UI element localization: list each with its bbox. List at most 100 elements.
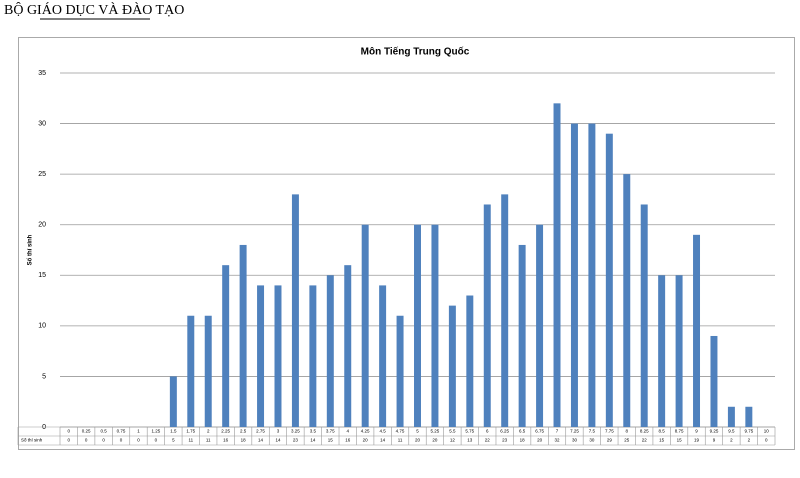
bar: [483, 204, 491, 427]
table-value: 23: [293, 438, 299, 443]
x-tick-label: 1.75: [186, 429, 195, 434]
table-value: 5: [172, 438, 175, 443]
bar: [693, 234, 701, 427]
x-tick-label: 0: [67, 429, 70, 434]
table-value: 2: [730, 438, 733, 443]
x-tick-label: 4.5: [379, 429, 386, 434]
x-tick-label: 9: [695, 429, 698, 434]
x-tick-label: 3: [277, 429, 280, 434]
bar: [344, 265, 352, 427]
table-value: 22: [642, 438, 648, 443]
table-value: 20: [537, 438, 543, 443]
x-tick-label: 5.25: [431, 429, 440, 434]
bar: [518, 244, 526, 427]
table-value: 18: [241, 438, 247, 443]
table-value: 13: [467, 438, 473, 443]
table-value: 9: [713, 438, 716, 443]
bar: [466, 295, 474, 427]
x-tick-label: 2: [207, 429, 210, 434]
table-value: 0: [137, 438, 140, 443]
table-value: 11: [398, 438, 403, 443]
x-tick-label: 6.25: [500, 429, 509, 434]
y-tick-label: 10: [38, 323, 46, 330]
bar: [536, 224, 544, 427]
table-value: 25: [624, 438, 630, 443]
x-tick-label: 3.75: [326, 429, 335, 434]
table-value: 14: [258, 438, 264, 443]
x-tick-label: 7.5: [589, 429, 596, 434]
bar: [675, 275, 683, 427]
x-tick-label: 5.5: [449, 429, 456, 434]
bar: [326, 275, 334, 427]
table-value: 0: [155, 438, 158, 443]
bar: [710, 335, 718, 427]
y-tick-label: 25: [38, 171, 46, 178]
table-value: 14: [380, 438, 386, 443]
x-tick-label: 0.5: [100, 429, 107, 434]
table-value: 32: [555, 438, 561, 443]
y-tick-label: 30: [38, 120, 46, 127]
x-tick-label: 7: [556, 429, 559, 434]
x-tick-label: 5: [416, 429, 419, 434]
x-tick-label: 7.75: [605, 429, 614, 434]
x-tick-label: 2.75: [256, 429, 265, 434]
table-value: 30: [572, 438, 578, 443]
bar: [204, 315, 212, 427]
table-value: 12: [450, 438, 456, 443]
x-tick-label: 1.5: [170, 429, 177, 434]
x-tick-label: 1.25: [152, 429, 161, 434]
table-value: 11: [206, 438, 211, 443]
bar: [239, 244, 247, 427]
x-tick-label: 6: [486, 429, 489, 434]
bar: [745, 406, 753, 427]
y-tick-label: 0: [42, 424, 46, 431]
table-value: 2: [748, 438, 751, 443]
bar: [361, 224, 369, 427]
bar: [187, 315, 195, 427]
x-tick-label: 6.5: [519, 429, 526, 434]
table-value: 20: [415, 438, 421, 443]
x-tick-label: 10: [764, 429, 770, 434]
bar: [309, 285, 317, 427]
bar: [588, 123, 596, 428]
x-tick-label: 3.5: [310, 429, 317, 434]
table-row-header: Số thí sinh: [21, 438, 43, 443]
bar: [501, 194, 509, 427]
bar: [553, 103, 561, 427]
bar: [448, 305, 456, 427]
table-value: 15: [328, 438, 334, 443]
chart-frame: [18, 37, 795, 450]
x-tick-label: 9.5: [728, 429, 735, 434]
table-value: 0: [102, 438, 105, 443]
table-value: 29: [607, 438, 613, 443]
x-tick-label: 8.25: [640, 429, 649, 434]
x-tick-label: 2.25: [221, 429, 230, 434]
x-tick-label: 9.25: [710, 429, 719, 434]
x-tick-label: 8.75: [675, 429, 684, 434]
x-tick-label: 0.25: [82, 429, 91, 434]
x-tick-label: 9.75: [744, 429, 753, 434]
x-tick-label: 3.25: [291, 429, 300, 434]
x-tick-label: 8.5: [659, 429, 666, 434]
table-value: 14: [275, 438, 281, 443]
bar: [570, 123, 578, 428]
bar: [414, 224, 421, 427]
table-value: 11: [188, 438, 193, 443]
table-value: 0: [765, 438, 768, 443]
x-tick-label: 0.75: [117, 429, 126, 434]
table-value: 16: [345, 438, 351, 443]
table-value: 19: [694, 438, 700, 443]
bar: [605, 133, 613, 427]
table-value: 15: [677, 438, 683, 443]
bar: [727, 406, 735, 427]
table-value: 30: [589, 438, 595, 443]
y-tick-label: 35: [38, 70, 46, 77]
bar: [658, 275, 666, 427]
table-value: 20: [432, 438, 438, 443]
table-value: 0: [67, 438, 70, 443]
x-tick-label: 7.25: [570, 429, 579, 434]
table-value: 18: [520, 438, 526, 443]
chart-title: Môn Tiếng Trung Quốc: [361, 46, 470, 58]
